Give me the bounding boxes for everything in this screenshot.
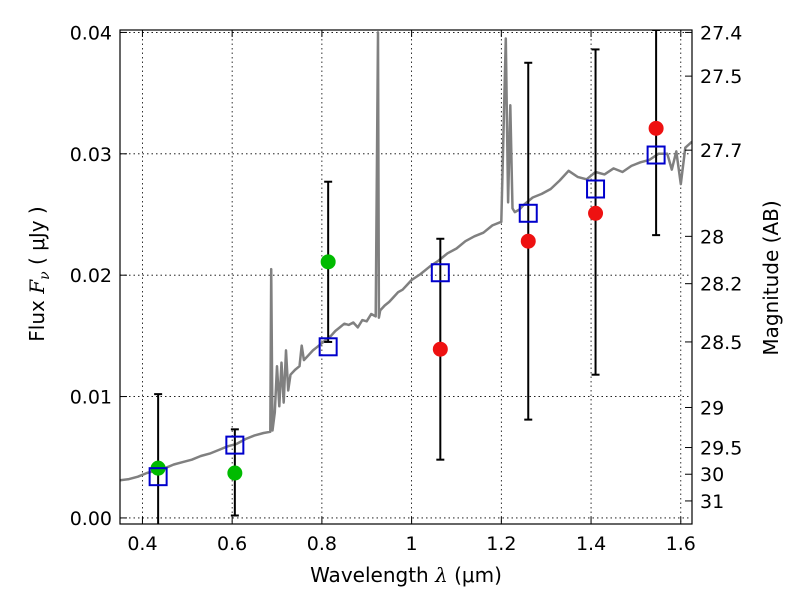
model-point [586, 179, 606, 199]
magnitude-tick-label: 27.7 [700, 140, 742, 162]
y-tick-label: 0.00 [70, 508, 112, 530]
model-point [646, 145, 666, 165]
x-tick-label: 1.2 [486, 533, 516, 555]
plot-area [120, 30, 692, 524]
x-tick-label: 0.6 [217, 533, 247, 555]
magnitude-tick-label: 27.4 [700, 22, 742, 44]
y-axis-label: Flux Fν ( μJy ) [25, 206, 53, 341]
model-point [148, 467, 168, 487]
magnitude-tick-label: 31 [700, 491, 724, 513]
x-tick-label: 1 [406, 533, 418, 555]
magnitude-tick-label: 29 [700, 397, 724, 419]
x-tick-label: 0.8 [307, 533, 337, 555]
right-axis-label: Magnitude (AB) [759, 200, 783, 355]
model-point [318, 337, 338, 357]
data-point [227, 465, 243, 481]
model-point [225, 435, 245, 455]
grid [120, 30, 692, 524]
x-tick-label: 1.6 [666, 533, 696, 555]
ticks: 0.4 0.6 0.8 1 1.2 1.4 1.6 0.00 0.01 0.02 0.03 0.04 2… [70, 22, 743, 555]
x-tick-label: 1.4 [576, 533, 606, 555]
data-point [320, 254, 336, 270]
x-tick-label: 0.4 [127, 533, 157, 555]
magnitude-tick-label: 27.5 [700, 66, 742, 88]
y-tick-label: 0.04 [70, 22, 112, 44]
magnitude-tick-label: 28 [700, 226, 724, 248]
magnitude-tick-label: 28.2 [700, 274, 742, 296]
axes-frame [119, 29, 693, 525]
y-tick-label: 0.01 [70, 387, 112, 409]
data-point [588, 205, 604, 221]
data-point [520, 233, 536, 249]
spectrum-line [120, 31, 692, 482]
magnitude-tick-label: 29.5 [700, 438, 742, 460]
magnitude-tick-label: 30 [700, 464, 724, 486]
y-tick-label: 0.03 [70, 144, 112, 166]
x-axis-label: Wavelength λ (μm) [310, 563, 502, 587]
plot-frame [119, 29, 693, 525]
data-point [432, 341, 448, 357]
data-point [648, 120, 664, 136]
model-point [430, 263, 450, 283]
y-tick-label: 0.02 [70, 265, 112, 287]
magnitude-tick-label: 28.5 [700, 332, 742, 354]
model-point [518, 203, 538, 223]
